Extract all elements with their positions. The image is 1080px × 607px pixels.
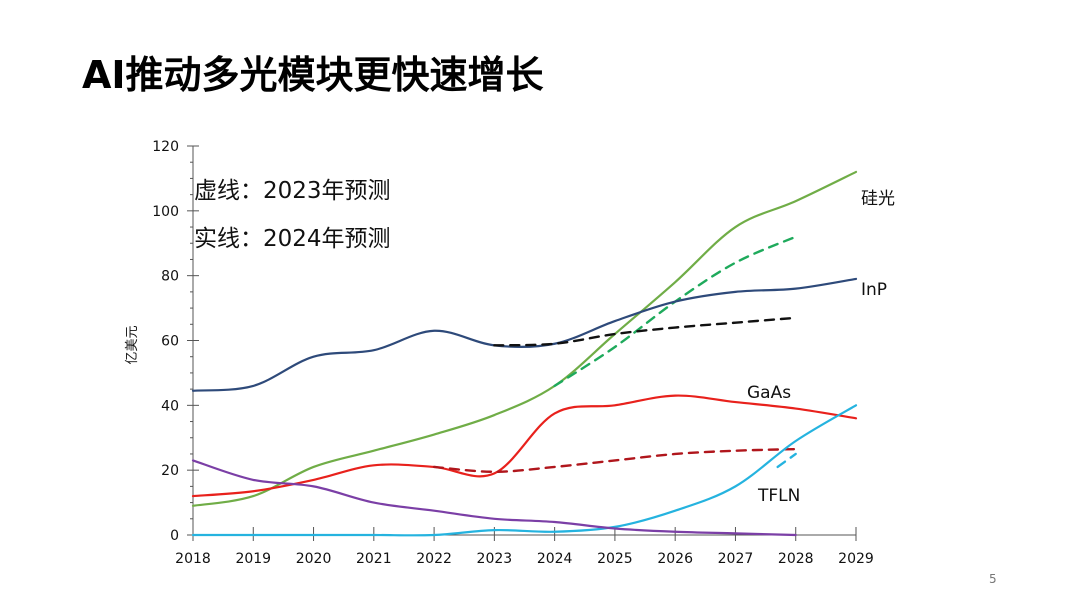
dashed-forecast-line-tfln-2023	[776, 452, 797, 469]
series-line-inp	[191, 277, 858, 392]
dashed-forecast-line-gaas-2023	[432, 447, 797, 473]
annotation-dashed: 虚线：2023年预测	[194, 178, 391, 204]
page-number: 5	[989, 572, 997, 586]
dashed-forecast-line-inp-2023	[493, 316, 797, 347]
y-tick-label: 80	[161, 269, 179, 285]
series-line-series	[191, 459, 797, 537]
x-tick-label: 2018	[175, 551, 211, 567]
series-label-inp: InP	[861, 280, 887, 300]
series-label-gaas: GaAs	[747, 383, 791, 403]
y-tick-label: 20	[161, 463, 179, 479]
y-axis-label: 亿美元	[125, 325, 140, 364]
y-tick-label: 60	[161, 334, 179, 350]
x-tick-label: 2025	[597, 551, 633, 567]
y-tick-label: 100	[152, 204, 179, 220]
x-tick-label: 2019	[235, 551, 271, 567]
series-line-tfln	[191, 404, 858, 537]
x-tick-label: 2027	[718, 551, 754, 567]
x-tick-label: 2020	[296, 551, 332, 567]
x-tick-label: 2022	[416, 551, 452, 567]
x-tick-label: 2023	[477, 551, 513, 567]
series-line-series	[191, 170, 858, 507]
x-tick-label: 2029	[838, 551, 874, 567]
series-label-tfln: TFLN	[757, 486, 800, 506]
slide-title: AI推动多光模块更快速增长	[82, 53, 544, 97]
x-tick-label: 2021	[356, 551, 392, 567]
dashed-forecast-line-2023	[553, 235, 797, 388]
x-tick-label: 2028	[778, 551, 814, 567]
x-tick-label: 2024	[537, 551, 573, 567]
series-label-silicon-photonics: 硅光	[861, 189, 895, 209]
x-tick-label: 2026	[657, 551, 693, 567]
y-tick-label: 0	[170, 528, 179, 544]
y-tick-label: 40	[161, 398, 179, 414]
annotation-solid: 实线：2024年预测	[194, 226, 391, 252]
y-tick-label: 120	[152, 139, 179, 155]
series-line-gaas	[191, 394, 858, 498]
